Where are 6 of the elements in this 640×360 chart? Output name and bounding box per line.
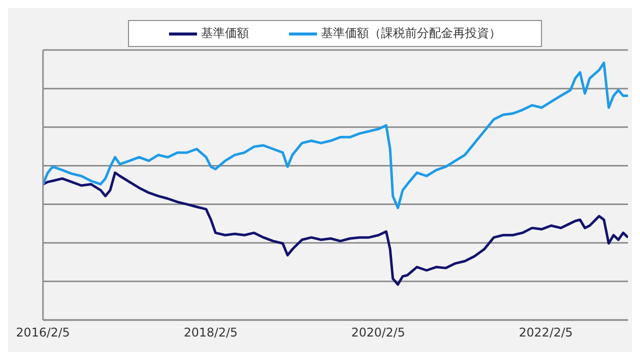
x-tick-label: 2022/2/5 [518,326,573,340]
legend-label: 基準価額 [200,25,249,42]
x-tick-label: 2016/2/5 [16,326,70,340]
x-tick-label: 2020/2/5 [351,326,406,340]
x-tick-label: 2018/2/5 [184,326,238,340]
legend-label: 基準価額（課税前分配金再投資） [320,25,501,42]
